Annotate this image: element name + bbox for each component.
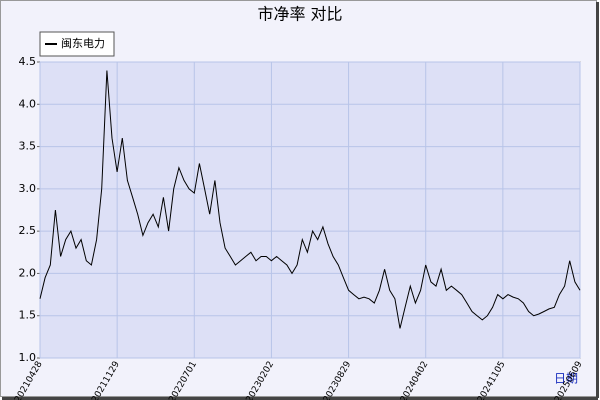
legend-label: 闽东电力 [61, 37, 105, 50]
y-tick-label: 4.5 [19, 55, 37, 68]
plot-area [39, 61, 581, 359]
legend: 闽东电力 [39, 31, 115, 57]
series-line [39, 70, 581, 329]
y-tick-label: 3.0 [19, 182, 37, 195]
chart-title: 市净率 对比 [257, 5, 342, 24]
y-tick-label: 1.0 [19, 351, 37, 364]
x-axis-label: 日期 [554, 372, 578, 386]
y-tick-label: 3.5 [19, 140, 37, 153]
y-tick-label: 1.5 [19, 309, 37, 322]
y-tick-label: 2.5 [19, 224, 37, 237]
y-tick-label: 4.0 [19, 97, 37, 110]
y-tick-label: 2.0 [19, 266, 37, 279]
